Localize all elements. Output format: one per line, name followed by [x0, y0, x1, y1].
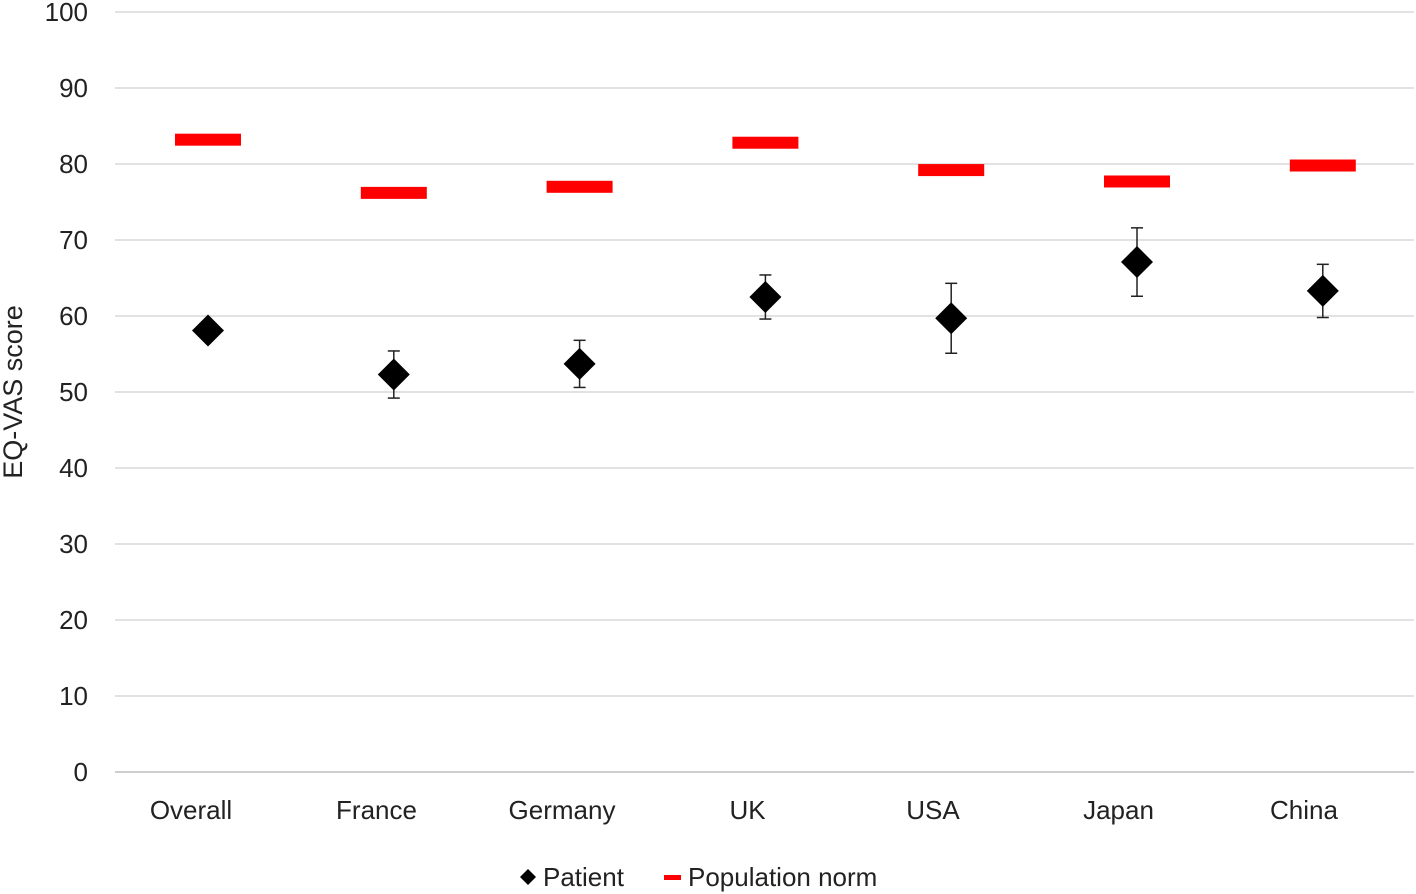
x-tick-label: Germany: [509, 795, 616, 825]
patient-point: [1306, 274, 1339, 307]
population-norm-mark: [546, 180, 613, 193]
population-norm-mark: [175, 133, 241, 146]
y-tick-label: 50: [59, 377, 88, 407]
legend-population-norm-marker: [664, 875, 681, 880]
patient-point: [563, 347, 596, 380]
y-tick-label: 0: [74, 757, 88, 787]
patient-point: [377, 358, 410, 391]
x-tick-label: China: [1270, 795, 1338, 825]
y-tick-label: 30: [59, 529, 88, 559]
y-tick-label: 40: [59, 453, 88, 483]
patient-series: [192, 246, 1339, 391]
population-norm-mark: [918, 164, 985, 177]
y-tick-label: 70: [59, 225, 88, 255]
y-tick-label: 80: [59, 149, 88, 179]
y-tick-label: 100: [45, 0, 88, 27]
x-tick-label: France: [336, 795, 417, 825]
patient-point: [749, 281, 782, 313]
y-axis-title: EQ-VAS score: [0, 305, 28, 479]
population-norm-mark: [1104, 175, 1170, 188]
patient-point: [935, 302, 968, 335]
legend-patient-marker: [520, 869, 536, 885]
y-tick-label: 20: [59, 605, 88, 635]
x-tick-label: UK: [729, 795, 766, 825]
legend-patient-label: Patient: [543, 862, 625, 892]
gridlines: [115, 11, 1414, 773]
x-tick-label: USA: [906, 795, 960, 825]
y-tick-label: 90: [59, 73, 88, 103]
patient-error-bars: [387, 227, 1329, 399]
patient-point: [192, 314, 224, 347]
x-tick-label: Japan: [1083, 795, 1154, 825]
population-norm-series: [175, 133, 1356, 199]
y-axis-ticks: 0 10 20 30 40 50 60 70 80 90 100: [45, 0, 88, 787]
population-norm-mark: [1289, 159, 1356, 172]
patient-point: [1121, 246, 1153, 279]
y-tick-label: 60: [59, 301, 88, 331]
legend-population-norm-label: Population norm: [688, 862, 877, 892]
population-norm-mark: [360, 186, 427, 199]
x-axis-ticks: Overall France Germany UK USA Japan China: [150, 795, 1339, 825]
population-norm-mark: [732, 136, 799, 149]
legend: Patient Population norm: [520, 862, 877, 892]
y-tick-label: 10: [59, 681, 88, 711]
x-tick-label: Overall: [150, 795, 232, 825]
